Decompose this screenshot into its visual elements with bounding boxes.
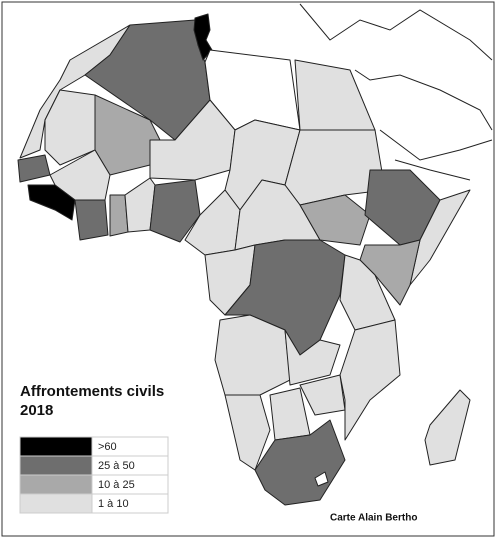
legend-label: 25 à 50 [98, 460, 135, 472]
country [149, 179, 201, 243]
country [314, 471, 329, 487]
countries [17, 3, 493, 506]
border [379, 129, 493, 161]
map-title: 2018 [20, 402, 53, 419]
legend-swatch [19, 493, 93, 514]
border [354, 69, 493, 131]
legend-swatch [19, 455, 93, 476]
legend-label: >60 [98, 441, 117, 453]
country [27, 184, 76, 221]
country [299, 374, 346, 416]
country [409, 189, 471, 286]
border [299, 3, 493, 61]
map-title: Affrontements civils [20, 383, 164, 400]
legend-label: 10 à 25 [98, 479, 135, 491]
legend: >60 25 à 50 10 à 25 1 à 10 [19, 436, 169, 514]
country [74, 199, 109, 241]
country [284, 329, 341, 386]
country [299, 194, 371, 246]
border [394, 159, 471, 181]
country [224, 394, 271, 471]
credit: Carte Alain Bertho [330, 513, 417, 524]
country [214, 314, 291, 396]
legend-label: 1 à 10 [98, 498, 129, 510]
legend-swatch [19, 474, 93, 495]
legend-swatch [19, 436, 93, 457]
country [424, 389, 471, 466]
